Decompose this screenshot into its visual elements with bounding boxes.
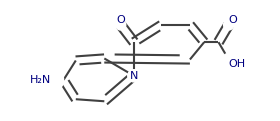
Text: O: O (229, 15, 237, 25)
Circle shape (223, 20, 234, 30)
Text: O: O (116, 15, 125, 25)
Circle shape (128, 70, 140, 82)
Circle shape (116, 20, 126, 30)
Circle shape (39, 68, 64, 92)
Text: H₂N: H₂N (30, 75, 51, 85)
Text: OH: OH (229, 60, 246, 69)
Text: N: N (130, 71, 138, 81)
Circle shape (223, 53, 235, 66)
